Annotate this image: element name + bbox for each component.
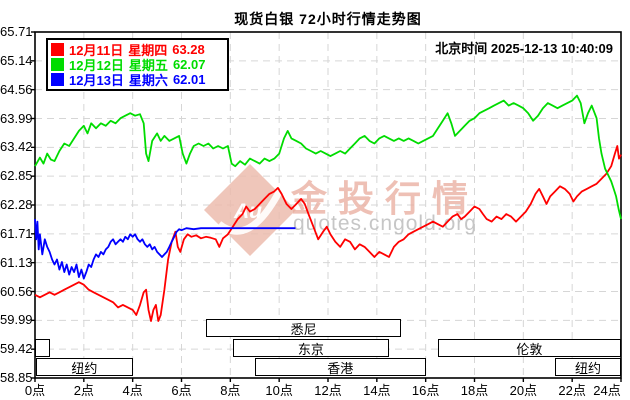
session-box-伦敦: 伦敦 (437, 339, 621, 357)
session-box-fragment (35, 339, 50, 357)
session-box-纽约: 纽约 (555, 358, 621, 376)
y-tick-label: 61.13 (0, 254, 33, 270)
beijing-time-value: 2025-12-13 10:40:09 (490, 41, 613, 56)
watermark-diamond (204, 164, 296, 256)
legend-weekday: 星期四 (128, 43, 168, 58)
y-tick-label: 63.99 (0, 110, 33, 126)
session-box-悉尼: 悉尼 (205, 319, 402, 337)
chart-title: 现货白银 72小时行情走势图 (234, 11, 422, 27)
series-line-dec12 (34, 94, 622, 220)
legend-value: 62.07 (172, 57, 206, 72)
y-tick-label: 60.56 (0, 283, 33, 299)
legend-swatch-red (51, 43, 64, 56)
legend-weekday: 星期六 (128, 73, 168, 88)
watermark-brand: 金投行情 (291, 178, 480, 219)
x-tick-label: 0点 (24, 383, 46, 398)
legend: 12月11日 星期四 63.28 12月12日 星期五 62.07 12月13日… (46, 38, 229, 91)
y-tick-label: 63.42 (0, 139, 33, 155)
legend-date: 12月13日 (69, 73, 124, 88)
y-tick-label: 61.71 (0, 225, 33, 241)
legend-weekday: 星期五 (128, 58, 168, 73)
legend-date: 12月12日 (69, 58, 124, 73)
beijing-time: 北京时间 2025-12-13 10:40:09 (435, 38, 613, 57)
legend-date: 12月11日 (69, 43, 124, 58)
y-tick-label: 62.28 (0, 197, 33, 212)
y-tick-label: 64.56 (0, 81, 33, 97)
x-tick-label: 18点 (460, 383, 489, 398)
x-tick-label: 20点 (509, 383, 538, 398)
x-tick-label: 14点 (363, 383, 391, 398)
x-tick-label: 10点 (265, 383, 293, 398)
x-tick-label: 8点 (220, 383, 241, 398)
y-tick-label: 65.71 (0, 24, 33, 39)
session-box-东京: 东京 (232, 339, 390, 357)
series-line-dec11 (34, 145, 622, 322)
x-tick-label: 22点 (558, 383, 586, 398)
y-tick-label: 59.42 (0, 341, 33, 357)
legend-value: 62.01 (172, 72, 206, 87)
x-tick-label: 4点 (122, 383, 143, 398)
session-box-香港: 香港 (254, 358, 426, 376)
y-tick-label: 59.99 (0, 312, 33, 328)
legend-row-dec11: 12月11日 星期四 63.28 (51, 42, 225, 58)
legend-value: 63.28 (172, 42, 205, 57)
series-line-dec13 (34, 219, 296, 280)
y-tick-label: 62.85 (0, 168, 33, 184)
legend-swatch-blue (51, 73, 64, 86)
watermark-url: quotes.cngold.org (293, 212, 477, 235)
session-box-纽约: 纽约 (36, 358, 133, 376)
beijing-time-label: 北京时间 (435, 41, 488, 56)
watermark: Au 金投行情 quotes.cngold.org (204, 164, 495, 261)
legend-row-dec12: 12月12日 星期五 62.07 (51, 57, 225, 73)
x-tick-label: 24点 (593, 383, 621, 398)
y-tick-label: 65.14 (0, 52, 33, 68)
legend-row-dec13: 12月13日 星期六 62.01 (51, 72, 225, 88)
y-tick-label: 58.85 (0, 370, 33, 385)
x-tick-label: 6点 (171, 383, 192, 398)
legend-swatch-green (51, 58, 64, 71)
x-tick-label: 12点 (314, 383, 342, 398)
x-tick-label: 2点 (73, 383, 94, 398)
x-tick-label: 16点 (411, 383, 440, 398)
